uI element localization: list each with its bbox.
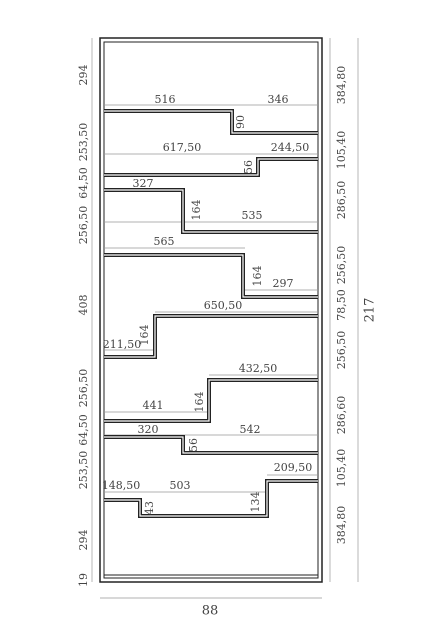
- dimension: 253,50: [77, 123, 90, 162]
- dimension: 294: [77, 530, 90, 551]
- dimension: 256,50: [77, 369, 90, 408]
- shelf-label: 516: [155, 93, 176, 106]
- frame-inner: [103, 41, 319, 579]
- dimension: 384,80: [335, 66, 348, 105]
- shelf-label: 432,50: [239, 362, 278, 375]
- dimension: 286,50: [335, 181, 348, 220]
- shelf-label: 209,50: [274, 461, 313, 474]
- shelf-label: 56: [242, 160, 255, 174]
- shelf-label: 535: [242, 209, 263, 222]
- shelf-label: 56: [187, 438, 200, 452]
- dimension: 408: [77, 295, 90, 316]
- dimension-lines: [91, 38, 359, 599]
- shelf-label: 346: [268, 93, 289, 106]
- shelf-label: 164: [193, 392, 206, 413]
- shelf-label: 565: [154, 235, 175, 248]
- shelf-label: 617,50: [163, 141, 202, 154]
- shelf-label: 327: [133, 177, 154, 190]
- dimension: 19: [77, 573, 90, 587]
- shelf-label: 148,50: [102, 479, 141, 492]
- shelf-label: 164: [138, 325, 151, 346]
- dimension: 294: [77, 65, 90, 86]
- dimension: 384,80: [335, 506, 348, 545]
- dimension: 105,40: [335, 131, 348, 170]
- shelf-label: 164: [190, 200, 203, 221]
- shelf-label: 164: [251, 266, 264, 287]
- shelf-label: 43: [143, 501, 156, 515]
- dimension: 64,50: [77, 167, 90, 199]
- right-dimensions: 384,80 105,40 286,50 256,50 78,50 256,50…: [335, 66, 348, 545]
- shelf-label: 441: [143, 399, 164, 412]
- overall-height: 217: [363, 298, 378, 323]
- dimension: 64,50: [77, 414, 90, 446]
- dimension: 256,50: [335, 246, 348, 285]
- dimension: 105,40: [335, 449, 348, 488]
- dimension: 256,50: [335, 331, 348, 370]
- overall-width: 88: [202, 604, 219, 619]
- shelf-label: 244,50: [271, 141, 310, 154]
- shelf-label: 650,50: [204, 299, 243, 312]
- dimension: 78,50: [335, 289, 348, 321]
- frame-outer: [99, 37, 323, 583]
- dimension: 286,60: [335, 396, 348, 435]
- shelf-label: 134: [249, 492, 262, 513]
- shelf-label: 503: [170, 479, 191, 492]
- shelf-label: 297: [273, 277, 294, 290]
- shelf-label: 90: [234, 115, 247, 129]
- shelf-labels: 516 346 90 617,50 244,50 56 327 164 535 …: [102, 93, 313, 515]
- dimension: 253,50: [77, 451, 90, 490]
- shelf-label: 211,50: [103, 338, 142, 351]
- dimension: 256,50: [77, 206, 90, 245]
- shelf-label: 542: [240, 423, 261, 436]
- shelves: [104, 109, 318, 518]
- shelf-label: 320: [138, 423, 159, 436]
- left-dimensions: 294 253,50 64,50 256,50 408 256,50 64,50…: [77, 65, 90, 588]
